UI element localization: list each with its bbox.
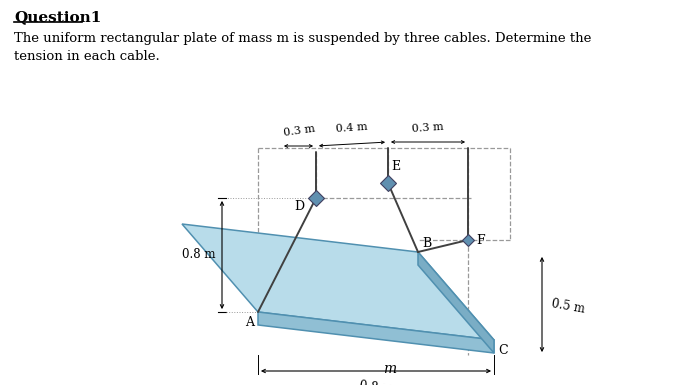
Text: 0.4 m: 0.4 m	[336, 122, 368, 134]
Text: Question1: Question1	[14, 10, 102, 24]
Text: tension in each cable.: tension in each cable.	[14, 50, 160, 63]
Text: m: m	[384, 362, 396, 376]
Polygon shape	[258, 312, 494, 353]
Text: E: E	[391, 160, 400, 173]
Text: A: A	[245, 316, 254, 329]
Text: 0.3 m: 0.3 m	[283, 124, 316, 138]
Text: 0.8 m: 0.8 m	[182, 248, 216, 261]
Polygon shape	[182, 224, 494, 340]
Text: 0.3 m: 0.3 m	[412, 122, 444, 134]
Text: F: F	[476, 233, 485, 246]
Text: B: B	[422, 237, 431, 250]
Text: D: D	[294, 200, 304, 213]
Text: 0.5 m: 0.5 m	[550, 297, 586, 315]
Text: C: C	[498, 344, 507, 357]
Text: 0.8 m: 0.8 m	[359, 379, 394, 385]
Text: The uniform rectangular plate of mass m is suspended by three cables. Determine : The uniform rectangular plate of mass m …	[14, 32, 592, 45]
Polygon shape	[418, 252, 494, 353]
